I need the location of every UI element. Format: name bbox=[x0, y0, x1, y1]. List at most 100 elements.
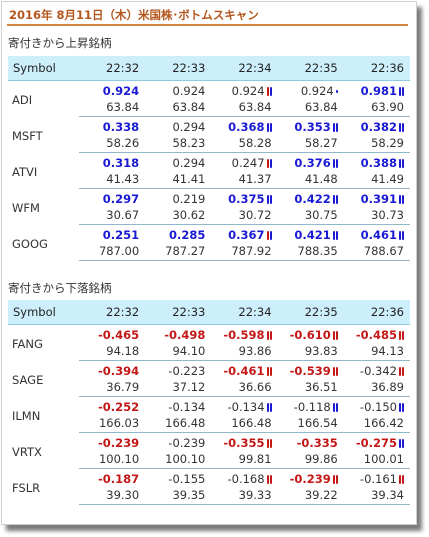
change-value: -0.610 bbox=[289, 327, 331, 342]
table-row: 39.30 39.35 39.33 39.22 39.34 bbox=[8, 487, 410, 505]
price-cell: 94.10 bbox=[145, 343, 212, 361]
change-value: 0.981 bbox=[360, 83, 397, 98]
change-value: -0.335 bbox=[296, 436, 338, 450]
change-value: 0.422 bbox=[294, 191, 331, 206]
change-value: -0.461 bbox=[223, 363, 265, 378]
price-cell: 39.34 bbox=[343, 487, 410, 505]
change-value: -0.168 bbox=[227, 471, 265, 486]
rising-stocks-table: Symbol 22:32 22:33 22:34 22:35 22:36 ADI… bbox=[8, 56, 410, 261]
symbol-cell: WFM bbox=[12, 200, 40, 215]
candle-icon bbox=[266, 473, 272, 487]
symbol-cell: VRTX bbox=[12, 444, 42, 459]
symbol-cell: ADI bbox=[12, 92, 33, 107]
section-title-falling: 寄付きから下落銘柄 bbox=[8, 281, 112, 295]
change-value: -0.223 bbox=[168, 364, 206, 378]
table-row: 58.26 58.23 58.28 58.27 58.29 bbox=[8, 135, 410, 153]
column-header-time: 22:32 bbox=[79, 56, 146, 81]
price-cell: 100.10 bbox=[79, 451, 146, 469]
change-value: 0.368 bbox=[228, 119, 265, 134]
table-row: MSFT 0.338 0.294 0.368 0.353 0.382 bbox=[8, 117, 410, 143]
change-value: -0.275 bbox=[355, 435, 397, 450]
change-cell: 0.422 bbox=[278, 189, 344, 208]
candle-icon bbox=[335, 85, 338, 99]
price-cell: 787.92 bbox=[211, 243, 278, 261]
candle-icon bbox=[398, 85, 404, 99]
change-cell: 0.391 bbox=[344, 189, 410, 208]
price-cell: 787.27 bbox=[145, 243, 212, 261]
change-cell: 0.247 bbox=[211, 153, 277, 172]
price-cell: 39.30 bbox=[79, 487, 146, 505]
change-cell: 0.367 bbox=[211, 225, 277, 244]
price-cell: 788.67 bbox=[343, 243, 410, 261]
price-cell: 36.79 bbox=[79, 379, 146, 397]
change-cell: -0.168 bbox=[211, 469, 277, 488]
candle-icon bbox=[332, 157, 338, 171]
change-cell: -0.134 bbox=[145, 397, 211, 416]
price-cell: 93.83 bbox=[277, 343, 344, 361]
table-row: SAGE -0.394 -0.223 -0.461 -0.539 -0.342 bbox=[8, 361, 410, 387]
change-value: -0.465 bbox=[98, 328, 140, 342]
candle-icon bbox=[398, 121, 404, 135]
price-cell: 58.27 bbox=[277, 135, 344, 153]
change-cell: 0.338 bbox=[79, 117, 145, 136]
change-cell: 0.376 bbox=[278, 153, 344, 172]
table-row: 100.10 100.10 99.81 99.86 100.01 bbox=[8, 451, 410, 469]
change-value: 0.219 bbox=[172, 192, 206, 206]
candle-icon bbox=[398, 193, 404, 207]
change-value: 0.251 bbox=[102, 228, 140, 242]
change-cell: -0.161 bbox=[344, 469, 410, 488]
change-cell: -0.465 bbox=[79, 325, 145, 344]
change-cell: 0.924 bbox=[211, 81, 277, 100]
change-value: -0.161 bbox=[359, 471, 397, 486]
candle-icon bbox=[332, 193, 338, 207]
column-header-time: 22:34 bbox=[211, 56, 278, 81]
change-value: -0.485 bbox=[355, 327, 397, 342]
change-cell: -0.134 bbox=[211, 397, 277, 416]
price-cell: 63.84 bbox=[145, 99, 212, 117]
price-cell: 166.42 bbox=[343, 415, 410, 433]
change-cell: -0.239 bbox=[278, 469, 344, 488]
price-cell: 63.84 bbox=[211, 99, 278, 117]
change-cell: -0.610 bbox=[278, 325, 344, 344]
price-cell: 30.72 bbox=[211, 207, 278, 225]
candle-icon bbox=[266, 85, 272, 99]
change-cell: -0.239 bbox=[79, 433, 145, 452]
symbol-cell: ATVI bbox=[12, 164, 38, 179]
change-cell: -0.275 bbox=[344, 433, 410, 452]
screenshot-frame: 2016年 8月11日（木）米国株･ボトムスキャン 寄付きから上昇銘柄 Symb… bbox=[1, 1, 417, 525]
change-cell: 0.285 bbox=[145, 225, 211, 244]
candle-icon bbox=[332, 365, 338, 379]
change-cell: 0.382 bbox=[344, 117, 410, 136]
change-value: -0.150 bbox=[359, 399, 397, 414]
price-cell: 58.23 bbox=[145, 135, 212, 153]
column-header-time: 22:34 bbox=[211, 300, 278, 325]
price-cell: 41.37 bbox=[211, 171, 278, 189]
candle-icon bbox=[332, 229, 338, 243]
change-value: 0.353 bbox=[294, 119, 331, 134]
change-cell: 0.353 bbox=[278, 117, 344, 136]
change-cell: -0.150 bbox=[344, 397, 410, 416]
table-row: ADI 0.924 0.924 0.924 0.924 0.981 bbox=[8, 81, 410, 107]
change-value: -0.598 bbox=[223, 327, 265, 342]
price-cell: 100.01 bbox=[343, 451, 410, 469]
price-cell: 166.03 bbox=[79, 415, 146, 433]
change-cell: 0.924 bbox=[79, 81, 145, 100]
change-cell: 0.297 bbox=[79, 189, 145, 208]
change-value: -0.239 bbox=[98, 436, 140, 450]
symbol-cell: FANG bbox=[12, 336, 43, 351]
change-value: -0.355 bbox=[223, 435, 265, 450]
price-cell: 94.13 bbox=[343, 343, 410, 361]
change-cell: 0.924 bbox=[145, 81, 211, 100]
candle-icon bbox=[398, 437, 404, 451]
change-value: 0.391 bbox=[360, 191, 397, 206]
change-cell: -0.355 bbox=[211, 433, 277, 452]
change-value: -0.539 bbox=[289, 363, 331, 378]
price-cell: 166.48 bbox=[211, 415, 278, 433]
change-cell: -0.252 bbox=[79, 397, 145, 416]
change-value: 0.367 bbox=[228, 227, 265, 242]
change-cell: 0.368 bbox=[211, 117, 277, 136]
price-cell: 37.12 bbox=[145, 379, 212, 397]
change-cell: -0.155 bbox=[145, 469, 211, 488]
change-cell: 0.421 bbox=[278, 225, 344, 244]
change-value: 0.924 bbox=[231, 83, 265, 98]
